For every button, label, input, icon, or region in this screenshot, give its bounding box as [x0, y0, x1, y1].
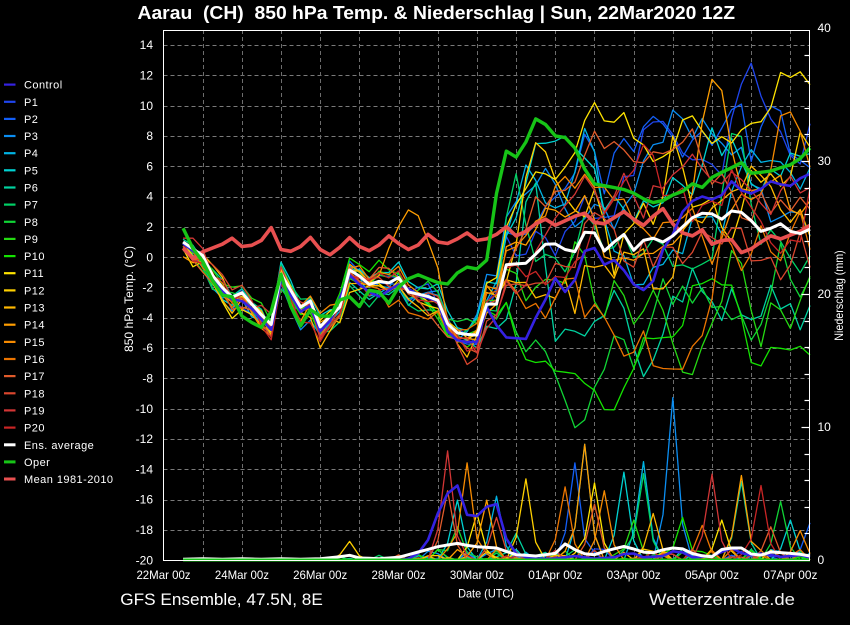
- svg-text:Wetterzentrale.de: Wetterzentrale.de: [649, 591, 795, 609]
- svg-text:P5: P5: [24, 165, 38, 177]
- svg-text:07Apr 00z: 07Apr 00z: [763, 568, 817, 582]
- svg-text:Control: Control: [24, 80, 63, 92]
- svg-text:P17: P17: [24, 371, 45, 383]
- svg-text:-10: -10: [136, 402, 154, 416]
- svg-text:30Mar 00z: 30Mar 00z: [450, 568, 504, 582]
- svg-text:0: 0: [146, 250, 153, 264]
- svg-text:22Mar 00z: 22Mar 00z: [136, 568, 190, 582]
- svg-text:P10: P10: [24, 251, 45, 263]
- svg-text:10: 10: [818, 420, 832, 434]
- svg-text:Date (UTC): Date (UTC): [458, 587, 514, 601]
- svg-text:-14: -14: [136, 462, 154, 476]
- svg-text:P9: P9: [24, 234, 38, 246]
- svg-text:P3: P3: [24, 131, 38, 143]
- svg-text:-8: -8: [142, 372, 153, 386]
- svg-text:-6: -6: [142, 341, 153, 355]
- svg-text:4: 4: [146, 190, 153, 204]
- svg-text:-2: -2: [142, 281, 153, 295]
- svg-text:P19: P19: [24, 405, 45, 417]
- svg-text:Niederschlag (mm): Niederschlag (mm): [832, 250, 846, 341]
- svg-text:P11: P11: [24, 268, 44, 280]
- svg-text:-18: -18: [136, 523, 154, 537]
- svg-text:Oper: Oper: [24, 457, 50, 469]
- svg-text:Ens. average: Ens. average: [24, 440, 94, 452]
- svg-text:0: 0: [818, 553, 825, 567]
- svg-text:28Mar 00z: 28Mar 00z: [372, 568, 426, 582]
- svg-text:P18: P18: [24, 388, 45, 400]
- svg-text:P1: P1: [24, 97, 38, 109]
- svg-text:24Mar 00z: 24Mar 00z: [215, 568, 269, 582]
- svg-text:-16: -16: [136, 493, 154, 507]
- svg-text:6: 6: [146, 159, 153, 173]
- svg-text:850 hPa Temp. (°C): 850 hPa Temp. (°C): [122, 246, 136, 352]
- svg-text:01Apr 00z: 01Apr 00z: [528, 568, 582, 582]
- svg-text:P2: P2: [24, 114, 38, 126]
- svg-text:P4: P4: [24, 148, 38, 160]
- svg-text:05Apr 00z: 05Apr 00z: [685, 568, 739, 582]
- svg-text:26Mar 00z: 26Mar 00z: [293, 568, 347, 582]
- svg-text:P8: P8: [24, 217, 38, 229]
- svg-text:-12: -12: [136, 432, 154, 446]
- svg-text:8: 8: [146, 129, 153, 143]
- svg-text:03Apr 00z: 03Apr 00z: [607, 568, 661, 582]
- svg-text:40: 40: [818, 21, 832, 35]
- svg-text:Aarau (CH) 850 hPa Temp. & N: Aarau (CH) 850 hPa Temp. & Niederschlag …: [138, 3, 735, 23]
- svg-text:Mean 1981-2010: Mean 1981-2010: [24, 474, 113, 486]
- svg-text:P6: P6: [24, 183, 38, 195]
- svg-text:P16: P16: [24, 354, 45, 366]
- svg-text:P15: P15: [24, 337, 45, 349]
- svg-text:P7: P7: [24, 200, 38, 212]
- svg-text:30: 30: [818, 154, 832, 168]
- svg-text:-4: -4: [142, 311, 153, 325]
- svg-text:20: 20: [818, 287, 832, 301]
- svg-text:14: 14: [140, 38, 154, 52]
- svg-text:12: 12: [140, 69, 154, 83]
- svg-text:P12: P12: [24, 285, 45, 297]
- svg-text:10: 10: [140, 99, 154, 113]
- svg-text:P20: P20: [24, 423, 45, 435]
- svg-text:P14: P14: [24, 320, 45, 332]
- svg-text:P13: P13: [24, 303, 45, 315]
- svg-text:-20: -20: [136, 553, 154, 567]
- svg-text:GFS Ensemble, 47.5N, 8E: GFS Ensemble, 47.5N, 8E: [120, 590, 322, 609]
- svg-text:2: 2: [146, 220, 153, 234]
